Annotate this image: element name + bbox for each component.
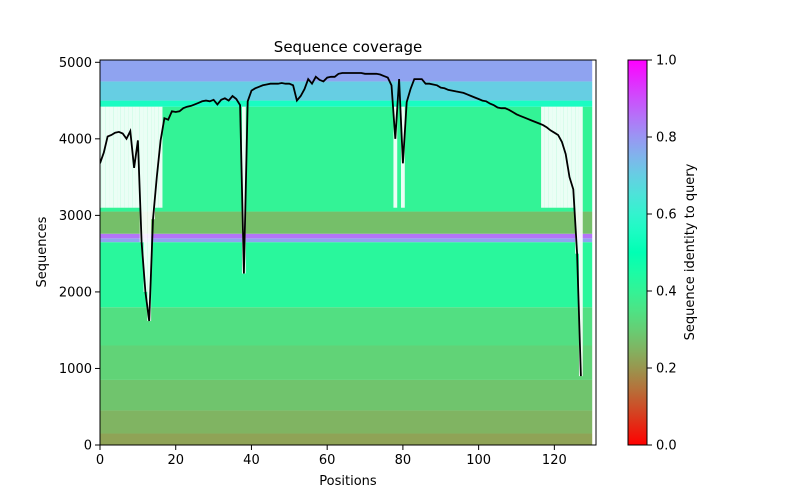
- identity-band: [100, 433, 596, 445]
- identity-band: [100, 60, 596, 82]
- gap-column: [544, 106, 549, 208]
- gap-column: [571, 106, 576, 208]
- identity-band: [100, 410, 596, 434]
- gap-column: [117, 106, 121, 208]
- x-tick-label: 0: [96, 453, 104, 468]
- x-tick-label: 20: [167, 453, 184, 468]
- gap-column: [393, 106, 398, 208]
- gap-column: [132, 106, 136, 208]
- gap-column: [143, 106, 148, 292]
- identity-band: [100, 211, 596, 234]
- colorbar-tick-label: 0.0: [656, 439, 677, 454]
- gap-column: [575, 106, 579, 254]
- colorbar-tick-label: 0.6: [656, 208, 677, 223]
- identity-band: [100, 106, 596, 212]
- gap-column: [100, 106, 102, 208]
- gap-column: [556, 106, 561, 208]
- gap-regions: [100, 60, 596, 445]
- gap-column: [147, 106, 152, 322]
- x-axis: 0 20 40 60 80 100 120: [96, 445, 567, 468]
- identity-band: [100, 233, 596, 239]
- gap-column: [154, 106, 159, 208]
- identity-band: [100, 307, 596, 346]
- x-tick-label: 80: [395, 453, 412, 468]
- identity-band: [100, 345, 596, 380]
- gap-column: [124, 106, 129, 208]
- gap-tail: [592, 60, 596, 445]
- identity-band: [100, 100, 596, 107]
- y-axis-label: Sequences: [35, 216, 50, 287]
- colorbar-label: Sequence identity to query: [683, 163, 698, 340]
- gap-column: [541, 106, 545, 208]
- gap-column: [113, 106, 118, 208]
- gap-column: [578, 106, 583, 377]
- colorbar-tick-label: 0.2: [656, 362, 677, 377]
- gap-column: [109, 106, 114, 208]
- identity-band: [100, 81, 596, 101]
- y-tick-label: 5000: [59, 56, 92, 71]
- y-tick-label: 0: [84, 439, 92, 454]
- x-tick-label: 40: [243, 453, 260, 468]
- y-tick-label: 3000: [59, 209, 92, 224]
- x-axis-label: Positions: [319, 474, 377, 489]
- colorbar: 0.0 0.2 0.4 0.6 0.8 1.0 Sequence identity to …: [627, 54, 698, 454]
- y-tick-label: 4000: [59, 132, 92, 147]
- plot-frame: [99, 59, 597, 446]
- x-tick-label: 100: [466, 453, 491, 468]
- chart-title: Sequence coverage: [274, 38, 422, 56]
- colorbar-ticks: 0.0 0.2 0.4 0.6 0.8 1.0: [647, 54, 677, 454]
- gap-column: [560, 106, 564, 208]
- gap-column: [128, 106, 133, 208]
- gap-column: [120, 106, 125, 208]
- identity-band: [100, 379, 596, 411]
- y-tick-label: 2000: [59, 285, 92, 300]
- x-tick-label: 60: [319, 453, 336, 468]
- coverage-line: [100, 72, 582, 377]
- gap-column: [158, 106, 163, 208]
- colorbar-tick-label: 0.4: [656, 285, 677, 300]
- identity-band: [100, 242, 596, 308]
- gap-column: [567, 106, 572, 208]
- gap-column: [548, 106, 553, 208]
- identity-heatmap: [100, 60, 596, 445]
- gap-column: [151, 106, 155, 220]
- x-tick-label: 120: [542, 453, 567, 468]
- colorbar-tick-label: 0.8: [656, 131, 677, 146]
- gap-column: [241, 106, 246, 274]
- gap-column: [139, 106, 144, 243]
- gap-column: [101, 106, 106, 208]
- gap-column: [105, 106, 110, 208]
- plot-area: [99, 59, 597, 446]
- y-tick-label: 1000: [59, 362, 92, 377]
- colorbar-scale: [627, 59, 648, 446]
- y-axis: 0 1000 2000 3000 4000 5000: [59, 56, 100, 454]
- identity-band: [100, 238, 596, 243]
- colorbar-tick-label: 1.0: [656, 54, 677, 69]
- gap-column: [552, 106, 557, 208]
